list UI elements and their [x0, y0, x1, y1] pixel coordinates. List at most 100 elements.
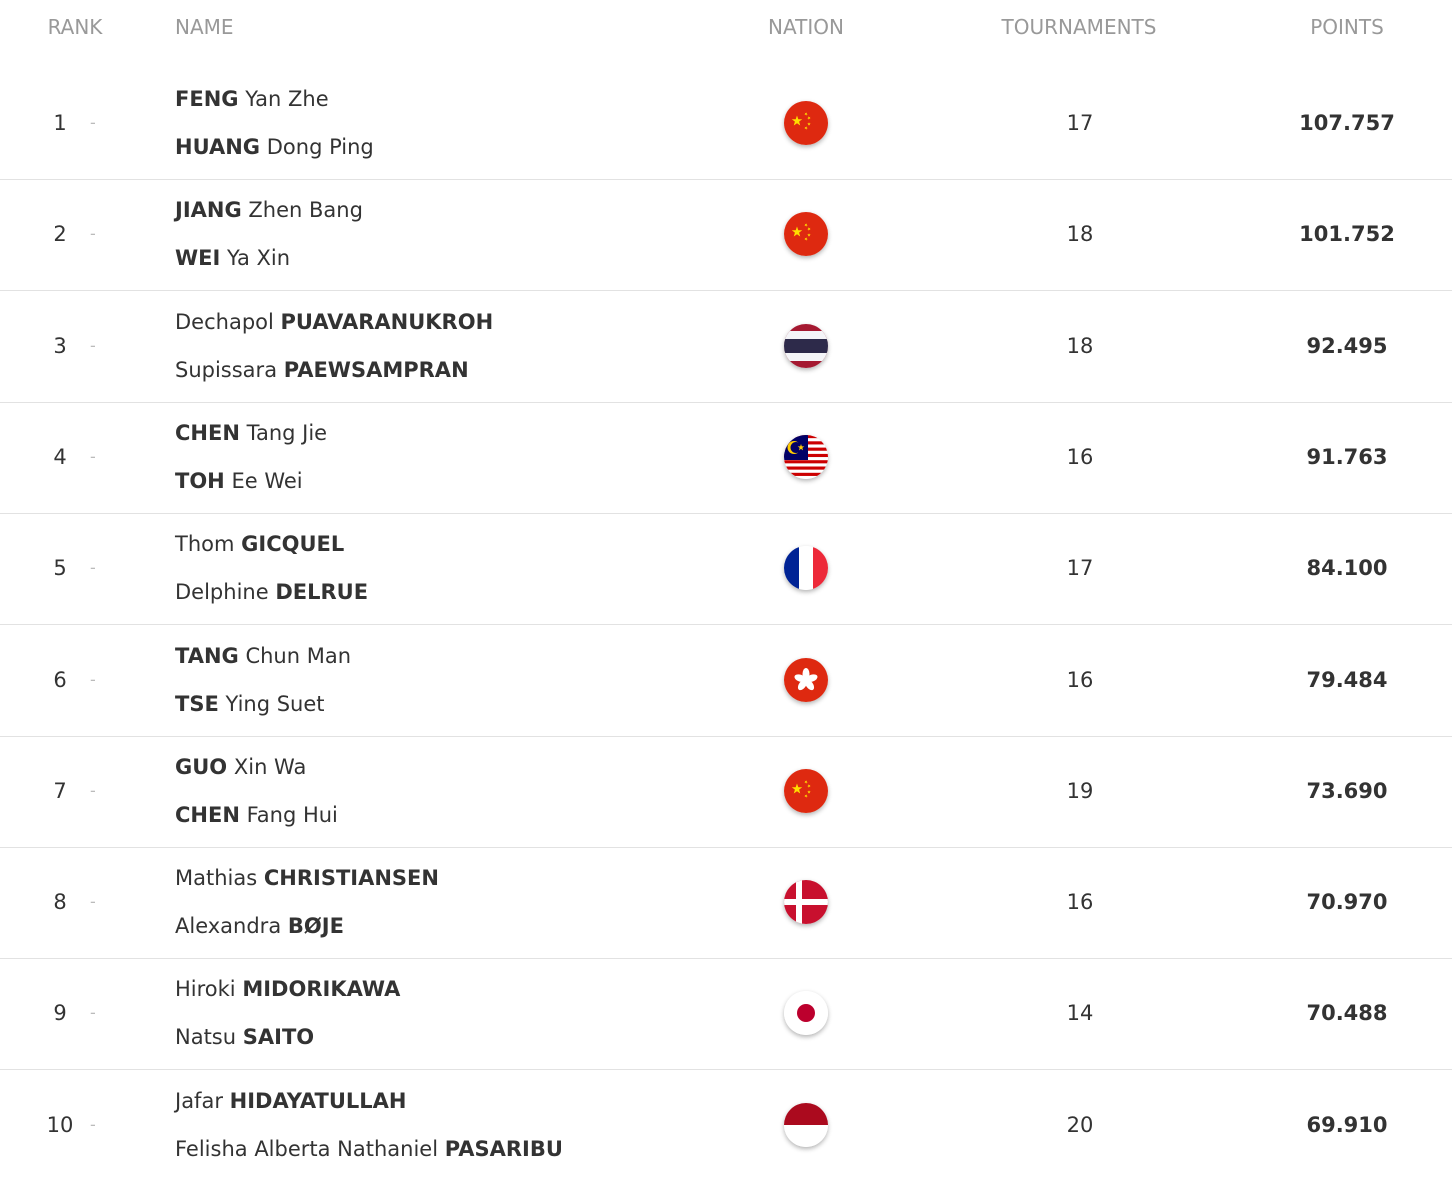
nation-flag: [784, 657, 828, 702]
player-name: Dechapol PUAVARANUKROH: [175, 307, 493, 337]
points: 70.970: [1306, 890, 1388, 915]
header-tournaments: TOURNAMENTS: [1001, 15, 1157, 39]
rank: 6: [53, 667, 67, 692]
family-name: GUO: [175, 754, 228, 779]
family-name: FENG: [175, 87, 239, 111]
player-name: Thom GICQUEL: [175, 529, 344, 559]
table-row: 2 - JIANG Zhen Bang WEI Ya Xin 18 101.752: [0, 179, 1452, 292]
points: 69.910: [1306, 1112, 1388, 1137]
points: 84.100: [1306, 556, 1388, 581]
tournaments: 17: [1066, 111, 1094, 135]
family-name: TANG: [175, 643, 239, 668]
given-name: Ee Wei: [231, 468, 303, 493]
player-name: Mathias CHRISTIANSEN: [175, 863, 439, 893]
rank: 2: [53, 222, 67, 247]
given-name: Alexandra: [175, 914, 282, 939]
tournaments: 18: [1066, 222, 1094, 247]
header-points: POINTS: [1310, 15, 1384, 39]
player-name: Felisha Alberta Nathaniel PASARIBU: [175, 1134, 563, 1164]
tournaments: 17: [1066, 556, 1094, 581]
rank: 9: [53, 1001, 67, 1026]
given-name: Yan Zhe: [245, 87, 329, 111]
given-name: Delphine: [175, 580, 269, 605]
family-name: DELRUE: [275, 580, 369, 605]
family-name: WEI: [175, 246, 221, 271]
player-name: HUANG Dong Ping: [175, 132, 374, 162]
rank-change: -: [90, 446, 96, 466]
family-name: PASARIBU: [444, 1136, 563, 1161]
player-name: Delphine DELRUE: [175, 577, 368, 607]
flag-icon: [784, 101, 828, 145]
nation-flag: [784, 434, 828, 479]
family-name: PAEWSAMPRAN: [283, 357, 469, 382]
table-row: 8 - Mathias CHRISTIANSEN Alexandra BØJE 16 70…: [0, 847, 1452, 960]
player-name: TSE Ying Suet: [175, 689, 325, 719]
table-row: 9- Hiroki MIDORIKAWA Natsu SAITO 14 70.488: [0, 958, 1452, 1071]
family-name: TSE: [175, 691, 219, 716]
rank-change: -: [90, 780, 96, 800]
family-name: JIANG: [175, 198, 242, 223]
rank-change: -: [90, 1003, 96, 1023]
table-row: 5 - Thom GICQUEL Delphine DELRUE 17 84.100: [0, 513, 1452, 626]
table-row: 3- Dechapol PUAVARANUKROH Supissara PAEWSA…: [0, 291, 1452, 403]
tournaments: 16: [1066, 890, 1094, 915]
header-rank: RANK: [47, 15, 103, 39]
rank-change: -: [90, 113, 96, 132]
given-name: Felisha Alberta Nathaniel: [175, 1136, 439, 1161]
given-name: Thom: [175, 532, 235, 557]
rank: 5: [53, 556, 67, 581]
flag-icon: [784, 323, 828, 368]
given-name: Ying Suet: [225, 691, 325, 716]
rank-change: -: [90, 892, 96, 912]
rank-change: -: [90, 558, 96, 578]
points: 107.757: [1299, 111, 1395, 135]
nation-flag: [784, 991, 828, 1036]
tournaments: 20: [1066, 1112, 1094, 1137]
given-name: Dechapol: [175, 309, 274, 334]
tournaments: 14: [1066, 1001, 1094, 1026]
points: 73.690: [1306, 778, 1388, 803]
rank-change: -: [90, 335, 96, 355]
family-name: HIDAYATULLAH: [229, 1088, 407, 1113]
player-name: GUO Xin Wa: [175, 752, 306, 782]
tournaments: 16: [1066, 444, 1094, 469]
given-name: Zhen Bang: [248, 198, 363, 223]
family-name: TOH: [175, 468, 225, 493]
tournaments: 18: [1066, 333, 1094, 358]
given-name: Ya Xin: [227, 246, 291, 271]
table-row: 1 - FENG Yan Zhe HUANG Dong Ping 17 107.757: [0, 68, 1452, 180]
nation-flag: [784, 768, 828, 813]
family-name: BØJE: [287, 914, 344, 939]
given-name: Natsu: [175, 1025, 237, 1050]
given-name: Supissara: [175, 357, 278, 382]
player-name: FENG Yan Zhe: [175, 84, 329, 114]
player-name: Hiroki MIDORIKAWA: [175, 974, 400, 1004]
family-name: CHEN: [175, 420, 240, 445]
given-name: Fang Hui: [246, 802, 338, 827]
flag-icon: [784, 212, 828, 257]
points: 101.752: [1299, 222, 1395, 247]
rank: 4: [53, 444, 67, 469]
family-name: HUANG: [175, 135, 261, 159]
rank-change: -: [90, 224, 96, 244]
player-name: Supissara PAEWSAMPRAN: [175, 355, 469, 385]
header-name: NAME: [175, 15, 234, 39]
family-name: CHEN: [175, 802, 240, 827]
rank: 3: [53, 333, 67, 358]
tournaments: 19: [1066, 778, 1094, 803]
nation-flag: [784, 323, 828, 368]
nation-flag: [784, 212, 828, 257]
rank: 7: [53, 778, 67, 803]
player-name: CHEN Tang Jie: [175, 418, 327, 448]
rank: 10: [46, 1112, 74, 1137]
player-name: Jafar HIDAYATULLAH: [175, 1086, 407, 1116]
flag-icon: [784, 880, 828, 925]
flag-icon: [784, 546, 828, 591]
given-name: Xin Wa: [233, 754, 307, 779]
family-name: PUAVARANUKROH: [280, 309, 494, 334]
header-nation: NATION: [768, 15, 844, 39]
points: 92.495: [1306, 333, 1388, 358]
given-name: Jafar: [175, 1088, 223, 1113]
family-name: SAITO: [242, 1025, 315, 1050]
